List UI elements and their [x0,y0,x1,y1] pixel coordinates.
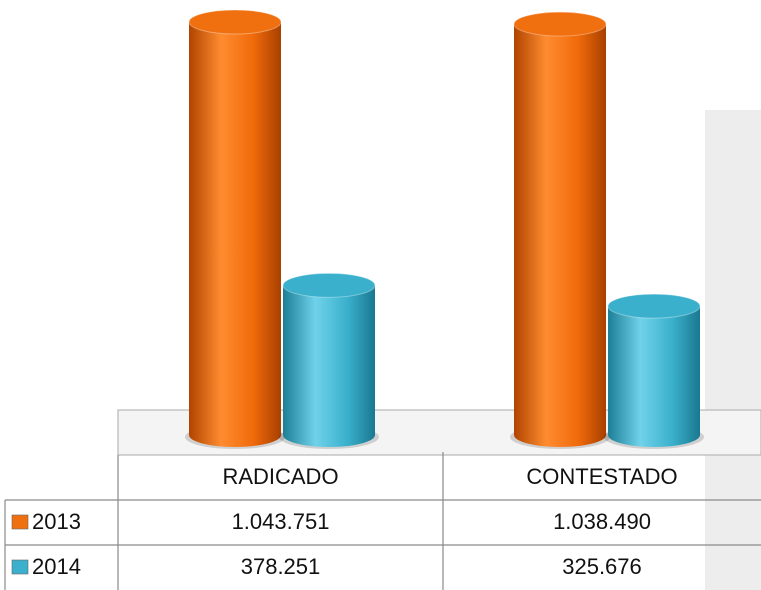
background-image [705,110,761,590]
cylinder-top [607,293,701,319]
legend-label: 2013 [32,509,81,534]
table-value: 378.251 [241,554,321,579]
cylinder [283,285,375,447]
cylinder [514,24,606,447]
table-value: 1.038.490 [553,509,651,534]
table-value: 1.043.751 [232,509,330,534]
cylinder [608,306,700,447]
category-label: CONTESTADO [526,464,677,489]
legend-key [11,559,29,575]
cylinder-top [513,11,607,37]
table-value: 325.676 [562,554,642,579]
legend-label: 2014 [32,554,81,579]
category-label: RADICADO [222,464,338,489]
cylinder-top [282,272,376,298]
cylinder [189,22,281,447]
legend-key [11,514,29,530]
cylinder-top [188,9,282,35]
